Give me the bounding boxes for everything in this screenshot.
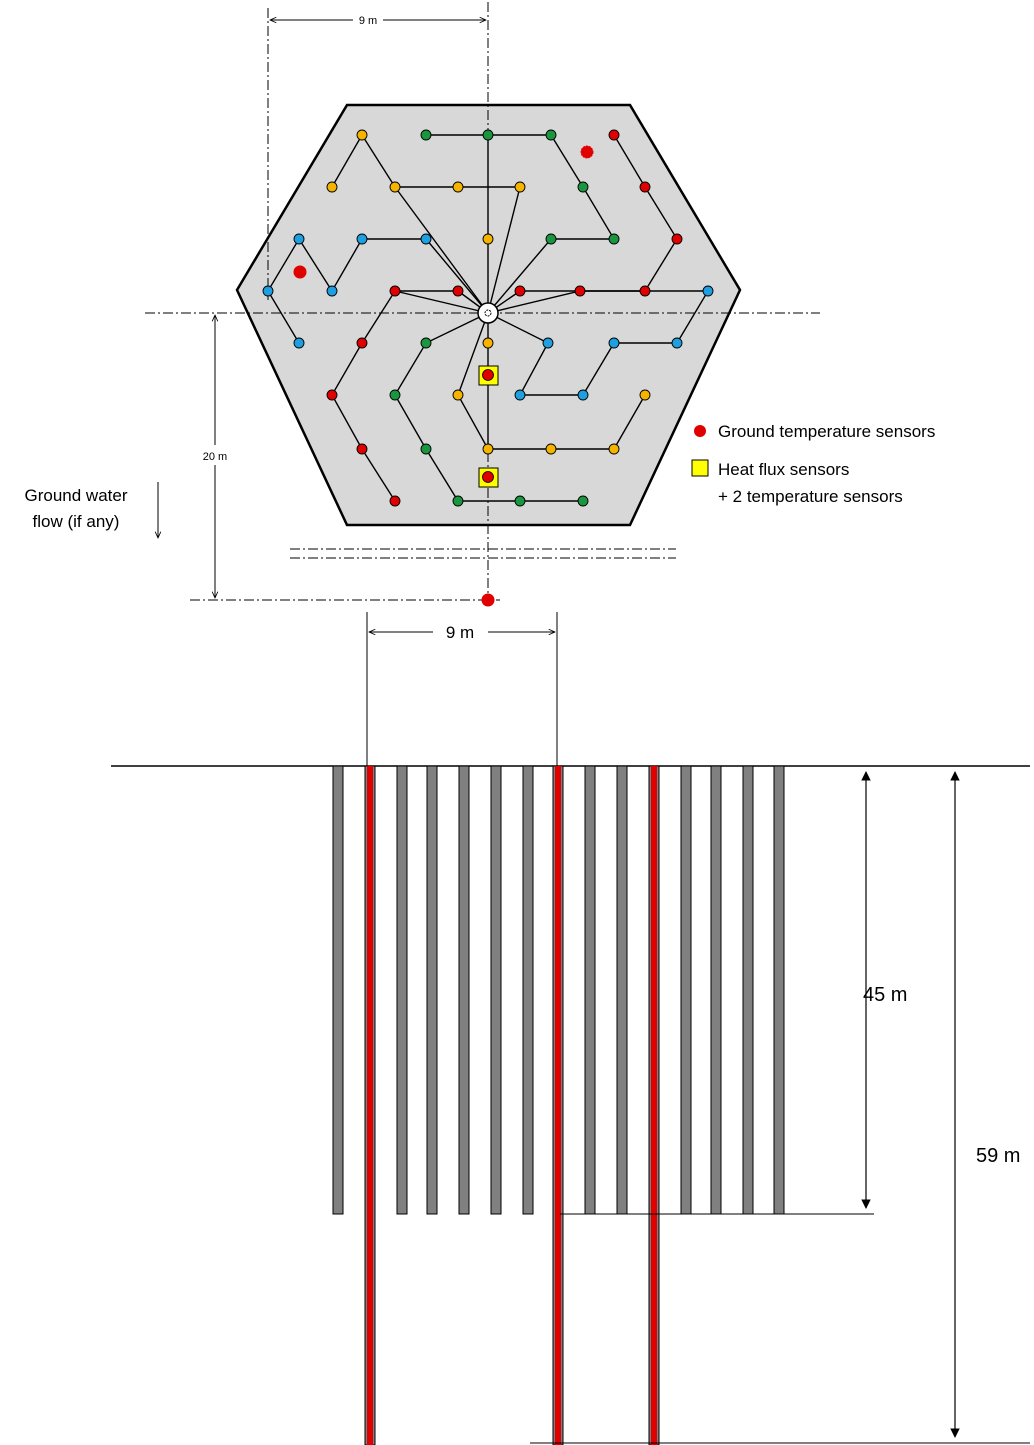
energy-pile xyxy=(680,765,692,1215)
energy-pile xyxy=(773,765,785,1215)
plan-view: 9 m 20 m Ground water flow (if any) Grou… xyxy=(25,2,935,607)
ground-temperature-sensor xyxy=(580,145,594,159)
deep-pile-core xyxy=(367,766,373,1445)
pile-dot-orange xyxy=(356,129,368,141)
pile-dot-orange xyxy=(482,337,494,349)
energy-pile xyxy=(458,765,470,1215)
energy-pile xyxy=(522,765,534,1215)
legend-flux-label: Heat flux sensors xyxy=(718,460,849,479)
pile-dot-orange xyxy=(514,181,526,193)
groundwater-label: Ground water xyxy=(25,486,128,505)
pile-dot-green xyxy=(577,181,589,193)
heat-flux-station xyxy=(478,365,499,386)
legend: Ground temperature sensors Heat flux sen… xyxy=(691,422,935,506)
pile-dot-blue xyxy=(671,337,683,349)
pile-dot-blue xyxy=(356,233,368,245)
side-dimension-label: 20 m xyxy=(203,451,227,463)
pile-dot-green xyxy=(452,495,464,507)
pile-dot-red xyxy=(608,129,620,141)
pile-dot-red xyxy=(389,285,401,297)
pile-dot-orange xyxy=(482,233,494,245)
pile-dot-green xyxy=(420,443,432,455)
pile-dot-orange xyxy=(326,181,338,193)
pile-dot-blue xyxy=(262,285,274,297)
pile-dot-blue xyxy=(542,337,554,349)
groundwater-label: flow (if any) xyxy=(33,512,120,531)
pile-dot-blue xyxy=(702,285,714,297)
pile-dot-green xyxy=(389,389,401,401)
pile-dot-blue xyxy=(514,389,526,401)
pile-dot-green xyxy=(514,495,526,507)
energy-pile xyxy=(742,765,754,1215)
deep-pile-core xyxy=(651,766,657,1445)
pile-dot-green xyxy=(420,337,432,349)
pile-dot-blue xyxy=(577,389,589,401)
pile-dot-green xyxy=(482,129,494,141)
pile-dot-red xyxy=(326,389,338,401)
energy-pile xyxy=(490,765,502,1215)
energy-pile xyxy=(396,765,408,1215)
legend-temp-icon xyxy=(694,425,706,437)
pile-dot-green xyxy=(608,233,620,245)
ground-temperature-sensor xyxy=(481,593,495,607)
energy-pile xyxy=(710,765,722,1215)
heat-flux-station xyxy=(478,467,499,488)
pile-dot-orange xyxy=(639,389,651,401)
legend-temp-label: Ground temperature sensors xyxy=(718,422,935,441)
pile-dot-blue xyxy=(293,233,305,245)
pile-dot-orange xyxy=(608,443,620,455)
pile-dot-blue xyxy=(293,337,305,349)
pile-dot-blue xyxy=(420,233,432,245)
depth-45-label: 45 m xyxy=(863,984,907,1006)
energy-piles xyxy=(332,765,785,1445)
pile-dot-red xyxy=(452,285,464,297)
pile-dot-blue xyxy=(608,337,620,349)
plan-pile-dots xyxy=(262,129,714,507)
energy-pile xyxy=(616,765,628,1215)
pile-dot-green xyxy=(420,129,432,141)
pile-dot-orange xyxy=(452,389,464,401)
legend-flux-label-2: + 2 temperature sensors xyxy=(718,487,903,506)
top-dimension-label: 9 m xyxy=(359,15,377,27)
energy-pile xyxy=(332,765,344,1215)
pile-dot-blue xyxy=(326,285,338,297)
central-hub-core xyxy=(484,309,492,317)
pile-dot-red xyxy=(514,285,526,297)
pile-dot-red xyxy=(356,443,368,455)
energy-pile xyxy=(426,765,438,1215)
depth-59-label: 59 m xyxy=(976,1145,1020,1167)
pile-dot-green xyxy=(545,129,557,141)
deep-pile-core xyxy=(555,766,561,1445)
pile-dot-red xyxy=(671,233,683,245)
pile-dot-red xyxy=(356,337,368,349)
mid-dimension-label: 9 m xyxy=(446,623,474,642)
pile-dot-orange xyxy=(545,443,557,455)
pile-dot-green xyxy=(577,495,589,507)
pile-dot-red xyxy=(389,495,401,507)
legend-flux-icon xyxy=(691,459,709,477)
pile-dot-red xyxy=(574,285,586,297)
pile-dot-green xyxy=(545,233,557,245)
energy-pile xyxy=(584,765,596,1215)
pile-dot-orange xyxy=(452,181,464,193)
pile-dot-orange xyxy=(482,443,494,455)
section-view: 9 m 45 m 59 m xyxy=(111,612,1030,1445)
pile-dot-red xyxy=(639,285,651,297)
pile-dot-orange xyxy=(389,181,401,193)
pile-dot-red xyxy=(639,181,651,193)
ground-temperature-sensor xyxy=(293,265,307,279)
